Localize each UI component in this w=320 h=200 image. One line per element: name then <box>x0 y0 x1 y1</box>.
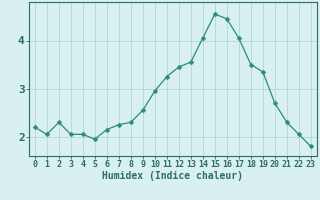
X-axis label: Humidex (Indice chaleur): Humidex (Indice chaleur) <box>102 171 243 181</box>
